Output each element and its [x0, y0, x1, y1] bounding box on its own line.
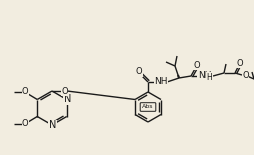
Text: O: O	[22, 88, 28, 97]
Text: N: N	[49, 120, 56, 130]
Text: O: O	[193, 60, 200, 69]
Text: O: O	[241, 71, 248, 80]
Text: O: O	[61, 86, 68, 95]
Text: NH: NH	[154, 78, 167, 86]
Text: Abs: Abs	[142, 104, 153, 109]
Text: O: O	[22, 120, 28, 128]
Text: H: H	[206, 73, 212, 82]
Text: O: O	[135, 67, 142, 77]
Text: O: O	[236, 58, 242, 67]
Text: NH: NH	[197, 71, 210, 80]
Text: N: N	[63, 95, 71, 104]
